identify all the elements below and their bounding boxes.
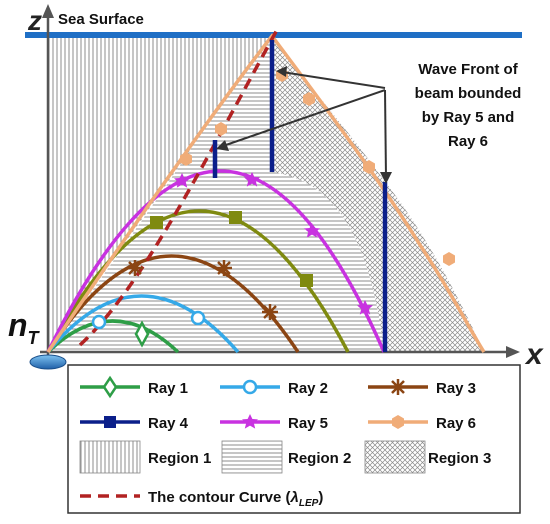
region-3-fill xyxy=(272,36,484,352)
legend-label-ray-6: Ray 6 xyxy=(436,415,476,432)
legend-item-ray-5: Ray 5 xyxy=(220,414,328,432)
annotation-arrowhead-1 xyxy=(276,66,287,77)
ray-6-marker xyxy=(443,252,455,266)
legend-item-ray-1: Ray 1 xyxy=(80,375,188,399)
region-2-swatch xyxy=(221,440,283,474)
legend-item-region-2: Region 2 xyxy=(221,440,351,474)
ray-3-curve xyxy=(46,254,300,353)
contour-label-text: The contour Curve ( xyxy=(148,489,291,506)
legend-label-ray-4: Ray 4 xyxy=(148,415,189,432)
ray-6-marker xyxy=(180,152,192,166)
legend-item-ray-6: Ray 6 xyxy=(368,415,476,432)
ray-5-legend-marker xyxy=(242,414,258,429)
ray-6-marker xyxy=(215,122,227,136)
ray-5-marker xyxy=(244,172,260,187)
ray-1-marker xyxy=(134,320,150,348)
source-label-sub: T xyxy=(28,328,41,348)
legend: Ray 1 Ray 2 Ray 3 Ray 4 Ray 5 Ray 6 xyxy=(67,364,521,514)
ray-4-marker xyxy=(229,211,242,224)
legend-label-ray-5: Ray 5 xyxy=(288,415,328,432)
source-label: nT xyxy=(8,307,41,348)
ray-5-marker xyxy=(357,300,373,315)
legend-label-ray-1: Ray 1 xyxy=(148,380,188,397)
ray-5-curve xyxy=(46,169,386,353)
legend-item-ray-3: Ray 3 xyxy=(368,379,476,397)
annotation-line-1: Wave Front of xyxy=(418,61,518,78)
ray-6-legend-marker xyxy=(392,415,404,429)
ray-1-curve xyxy=(46,319,180,354)
ray-4-marker xyxy=(300,274,313,287)
legend-label-contour: The contour Curve (λLEP) xyxy=(148,489,323,509)
ray-2-marker xyxy=(190,310,206,326)
legend-label-region-2: Region 2 xyxy=(288,450,351,467)
source-transducer-icon xyxy=(29,354,67,370)
ray-markers xyxy=(91,68,455,348)
contour-label-symbol: λ xyxy=(290,489,299,506)
ray-5-marker xyxy=(304,223,320,238)
ray-6-marker xyxy=(363,160,375,174)
legend-box xyxy=(67,364,521,514)
ray-4-legend-marker xyxy=(104,416,116,428)
annotation-arrow-3 xyxy=(384,89,387,179)
annotation-arrow-1 xyxy=(281,71,386,89)
region-3-swatch xyxy=(364,440,426,474)
source-label-main: n xyxy=(8,307,28,343)
legend-item-ray-2: Ray 2 xyxy=(220,379,328,397)
legend-label-region-1: Region 1 xyxy=(148,450,211,467)
annotation-line-3: by Ray 5 and xyxy=(422,109,515,126)
wavefront-annotation: Wave Front of beam bounded by Ray 5 and … xyxy=(216,61,521,184)
sea-surface-label: Sea Surface xyxy=(58,11,144,28)
legend-item-region-3: Region 3 xyxy=(364,440,491,474)
ray-6-marker xyxy=(303,92,315,106)
legend-label-region-3: Region 3 xyxy=(428,450,491,467)
region-1-fill xyxy=(48,36,272,352)
legend-label-ray-2: Ray 2 xyxy=(288,380,328,397)
annotation-arrowhead-3 xyxy=(380,172,392,184)
ray-3-marker xyxy=(127,260,143,276)
ray-2-legend-marker xyxy=(242,379,258,395)
z-axis-arrowhead xyxy=(42,4,54,18)
ray-4-marker xyxy=(150,216,163,229)
ray-5-marker xyxy=(174,173,190,188)
legend-item-contour: The contour Curve (λLEP) xyxy=(80,489,323,509)
annotation-line-2: beam bounded xyxy=(415,85,522,102)
ray-3-marker xyxy=(216,260,232,276)
legend-item-ray-4: Ray 4 xyxy=(80,415,189,432)
contour-curve xyxy=(78,27,280,347)
wavefront-segments xyxy=(212,40,388,352)
ray-3-marker xyxy=(262,304,278,320)
ray-6-curve xyxy=(46,33,486,353)
legend-label-ray-3: Ray 3 xyxy=(436,380,476,397)
region-1-swatch xyxy=(79,440,141,474)
contour-label-subscript: LEP xyxy=(299,498,319,509)
annotation-arrowhead-2 xyxy=(216,140,229,151)
legend-item-region-1: Region 1 xyxy=(79,440,211,474)
contour-label-close: ) xyxy=(318,489,323,506)
ray-2-curve xyxy=(46,294,240,354)
z-axis-label: z xyxy=(27,5,42,36)
annotation-arrow-2 xyxy=(222,89,386,147)
x-axis-label: x xyxy=(524,338,544,371)
annotation-line-4: Ray 6 xyxy=(448,133,488,150)
ray-1-legend-marker xyxy=(102,375,118,399)
ray-3-legend-marker xyxy=(390,379,406,395)
x-axis-arrowhead xyxy=(506,346,520,358)
ray-2-marker xyxy=(91,314,107,330)
